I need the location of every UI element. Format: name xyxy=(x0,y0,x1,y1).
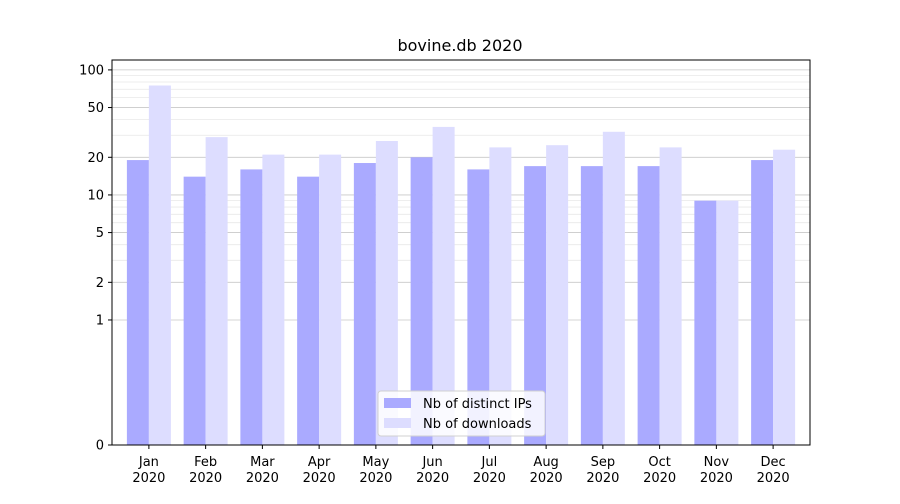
bar-distinct-ips xyxy=(297,176,320,445)
x-tick-label: 2020 xyxy=(303,471,336,486)
bars xyxy=(126,85,796,446)
x-tick-label: Aug xyxy=(533,455,558,470)
x-tick-label: Jun xyxy=(421,455,442,470)
bar-downloads xyxy=(716,200,739,445)
x-tick-label: 2020 xyxy=(530,471,563,486)
plot-area-frame xyxy=(111,59,811,446)
x-tick-label: 2020 xyxy=(586,471,619,486)
bar-downloads xyxy=(319,154,342,446)
bar-distinct-ips xyxy=(580,166,603,445)
bar-downloads xyxy=(659,147,682,446)
y-tick-label: 0 xyxy=(96,439,104,454)
bar-downloads xyxy=(489,147,512,446)
y-tick-label: 1 xyxy=(96,313,104,328)
x-tick-label: 2020 xyxy=(416,471,449,486)
x-tick-label: 2020 xyxy=(189,471,222,486)
x-tick-label: 2020 xyxy=(700,471,733,486)
bar-distinct-ips xyxy=(751,160,774,445)
x-tick-label: 2020 xyxy=(757,471,790,486)
x-tick-label: Mar xyxy=(250,455,275,470)
bar-downloads xyxy=(546,145,569,445)
x-tick-label: Jul xyxy=(481,455,498,470)
y-tick-label: 100 xyxy=(79,63,104,78)
x-tick-label: 2020 xyxy=(132,471,165,486)
legend-box xyxy=(377,390,546,437)
x-tick-label: 2020 xyxy=(643,471,676,486)
bar-downloads xyxy=(148,85,171,445)
x-tick-label: May xyxy=(362,455,389,470)
bar-distinct-ips xyxy=(353,163,376,445)
y-tick-label: 10 xyxy=(87,188,104,203)
x-tick-label: 2020 xyxy=(246,471,279,486)
legend-label: Nb of downloads xyxy=(423,417,532,432)
x-tick-label: Jan xyxy=(138,455,159,470)
bar-downloads xyxy=(205,137,228,445)
bar-downloads xyxy=(602,131,625,445)
bar-distinct-ips xyxy=(410,157,433,445)
bar-distinct-ips xyxy=(183,176,206,445)
y-tick-label: 5 xyxy=(96,226,104,241)
grid xyxy=(112,69,810,321)
bar-distinct-ips xyxy=(694,200,717,445)
x-tick-label: Oct xyxy=(648,455,670,470)
bar-downloads xyxy=(262,154,285,446)
bar-distinct-ips xyxy=(524,166,547,445)
x-tick-label: Feb xyxy=(194,455,217,470)
y-tick-label: 2 xyxy=(96,276,104,291)
chart-title: bovine.db 2020 xyxy=(397,36,522,55)
bar-distinct-ips xyxy=(126,160,149,445)
x-tick-label: Sep xyxy=(591,455,616,470)
x-tick-label: 2020 xyxy=(473,471,506,486)
bar-downloads xyxy=(773,149,796,446)
bar-distinct-ips xyxy=(240,169,263,445)
x-tick-label: Dec xyxy=(761,455,786,470)
x-axis: Jan2020Feb2020Mar2020Apr2020May2020Jun20… xyxy=(132,445,790,486)
bar-downloads xyxy=(432,126,455,446)
y-axis: 0 1 2 5 10 20 50 100 xyxy=(79,63,112,454)
bar-distinct-ips xyxy=(637,166,660,445)
x-tick-label: Apr xyxy=(308,455,331,470)
bar-distinct-ips xyxy=(467,169,490,445)
bar-downloads xyxy=(375,140,398,445)
y-tick-label: 50 xyxy=(87,101,104,116)
legend-label: Nb of distinct IPs xyxy=(423,397,532,412)
legend-swatch xyxy=(384,418,411,428)
legend: Nb of distinct IPs Nb of downloads xyxy=(377,390,546,437)
x-tick-label: Nov xyxy=(704,455,730,470)
x-tick-label: 2020 xyxy=(359,471,392,486)
y-tick-label: 20 xyxy=(87,151,104,166)
legend-swatch xyxy=(384,398,411,408)
